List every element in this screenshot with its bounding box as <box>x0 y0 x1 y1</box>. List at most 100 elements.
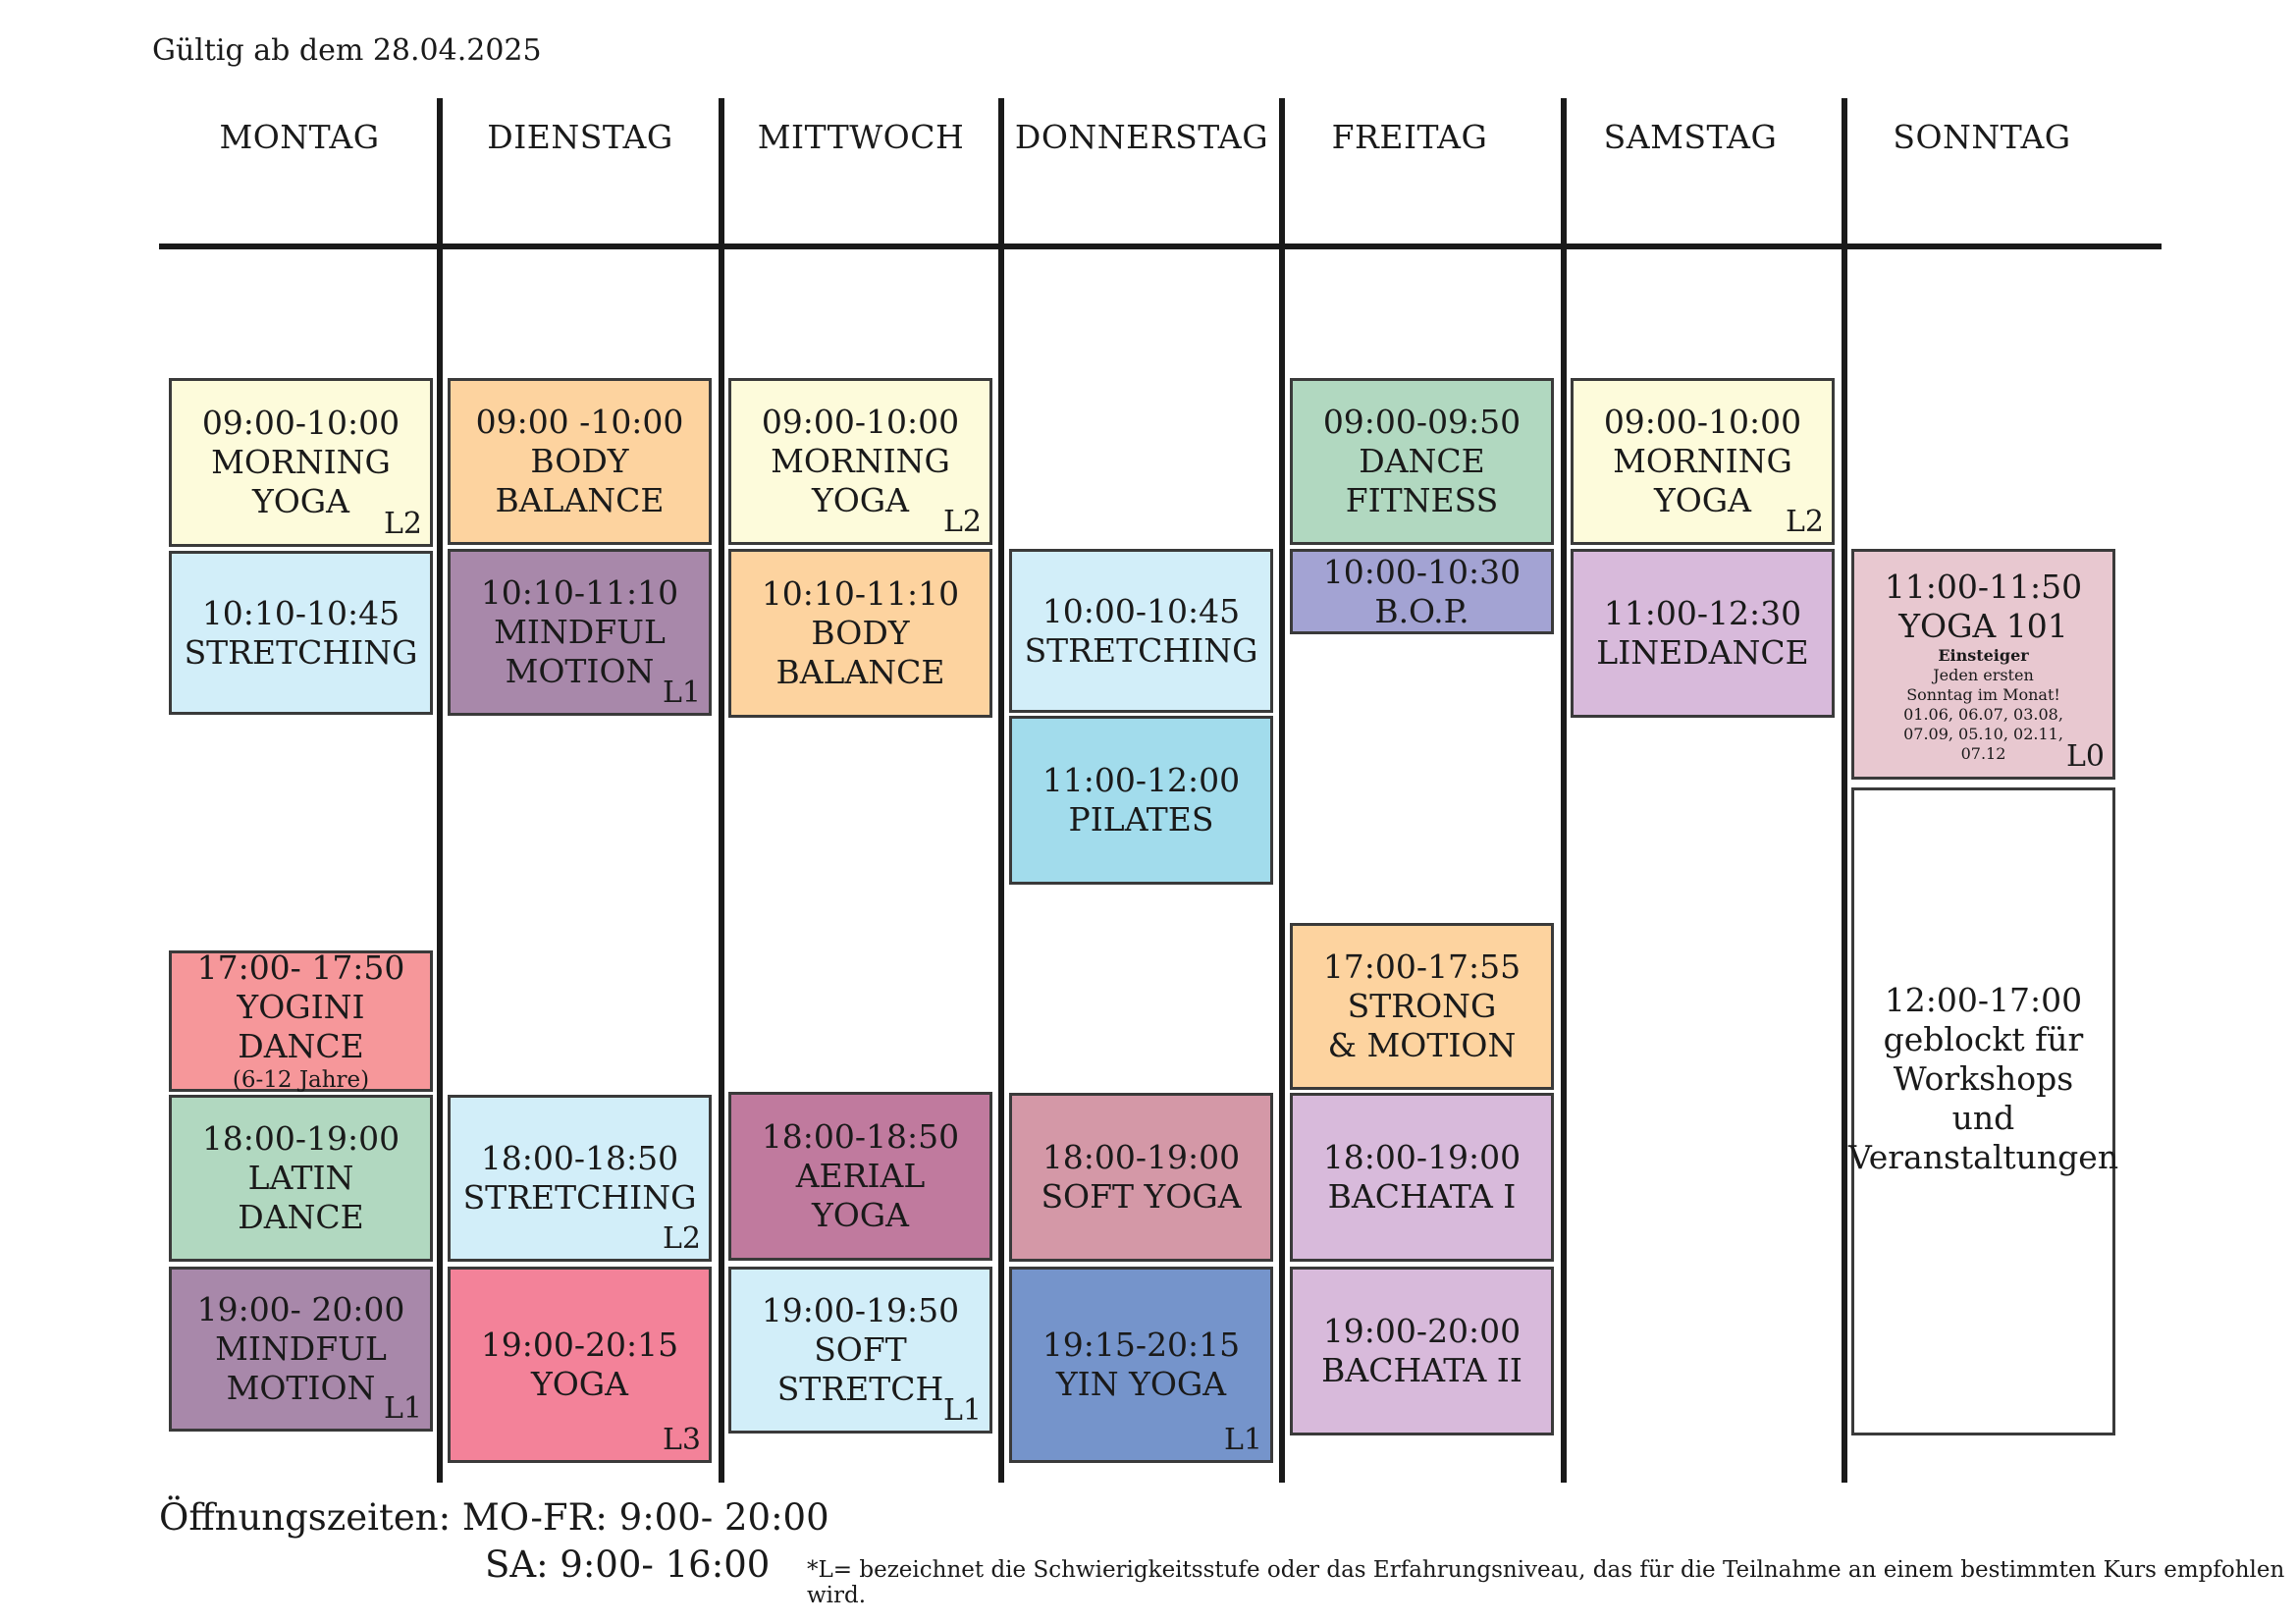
class-block-thursday-stretching: 10:00-10:45 STRETCHING <box>1009 549 1273 713</box>
class-time: 18:00-19:00 <box>1322 1138 1522 1176</box>
class-title: LATIN <box>247 1159 354 1197</box>
class-block-tuesday-yoga: 19:00-20:15 YOGA L3 <box>448 1267 712 1463</box>
class-block-saturday-linedance: 11:00-12:30 LINEDANCE <box>1571 549 1835 718</box>
class-title: YOGA <box>811 1196 910 1234</box>
class-time: 19:00- 20:00 <box>196 1290 405 1328</box>
day-header-friday: FREITAG <box>1331 118 1488 156</box>
class-title: BACHATA I <box>1327 1177 1517 1216</box>
class-title: MOTION <box>226 1369 376 1407</box>
blocked-text: geblockt für <box>1883 1020 2084 1058</box>
class-note: Sonntag im Monat! <box>1906 685 2060 704</box>
class-title: YOGA <box>530 1365 629 1403</box>
class-time: 10:10-11:10 <box>761 574 960 613</box>
class-block-wednesday-aerial-yoga: 18:00-18:50 AERIAL YOGA <box>728 1092 992 1261</box>
class-title: MORNING <box>211 443 391 481</box>
class-block-thursday-yin-yoga: 19:15-20:15 YIN YOGA L1 <box>1009 1267 1273 1463</box>
opening-hours: Öffnungszeiten: MO-FR: 9:00- 20:00 SA: 9… <box>159 1494 829 1589</box>
class-title: & MOTION <box>1327 1026 1517 1064</box>
class-title: MINDFUL <box>215 1329 387 1368</box>
level-badge: L0 <box>2065 739 2105 774</box>
blocked-text: und <box>1951 1099 2015 1137</box>
class-block-friday-bachata-1: 18:00-19:00 BACHATA I <box>1290 1093 1554 1262</box>
class-block-friday-strong-motion: 17:00-17:55 STRONG & MOTION <box>1290 923 1554 1090</box>
day-header-saturday: SAMSTAG <box>1603 118 1778 156</box>
class-time: 09:00-09:50 <box>1322 403 1522 441</box>
class-title: YOGINI DANCE <box>237 988 365 1065</box>
level-badge: L1 <box>662 676 701 710</box>
class-title: DANCE <box>1359 442 1485 480</box>
class-time: 09:00 -10:00 <box>475 403 684 441</box>
class-title: SOFT YOGA <box>1041 1177 1242 1216</box>
class-time: 18:00-19:00 <box>201 1119 400 1158</box>
class-title: STRETCH <box>776 1370 944 1408</box>
class-block-monday-yogini-dance: 17:00- 17:50 YOGINI DANCE (6-12 Jahre) <box>169 948 433 1093</box>
class-block-sunday-blocked: 12:00-17:00 geblockt für Workshops und V… <box>1847 787 2119 1435</box>
class-time: 10:10-10:45 <box>201 593 400 632</box>
day-header-monday: MONTAG <box>219 118 380 156</box>
class-title: FITNESS <box>1345 481 1499 519</box>
class-time: 19:00-20:15 <box>480 1326 679 1364</box>
class-title: BALANCE <box>775 653 945 691</box>
class-block-wednesday-soft-stretch: 19:00-19:50 SOFT STRETCH L1 <box>728 1267 992 1434</box>
class-title: YOGA <box>811 481 910 519</box>
class-note-title: Einsteiger <box>1938 646 2029 665</box>
class-block-wednesday-morning-yoga: 09:00-10:00 MORNING YOGA L2 <box>728 378 992 545</box>
class-title: DANCE <box>238 1198 364 1236</box>
class-time: 10:00-10:45 <box>1041 591 1241 630</box>
class-title: SOFT <box>814 1330 907 1369</box>
class-block-wednesday-body-balance: 10:10-11:10 BODY BALANCE <box>728 549 992 718</box>
class-title: AERIAL <box>795 1157 926 1195</box>
class-block-saturday-morning-yoga: 09:00-10:00 MORNING YOGA L2 <box>1571 378 1835 545</box>
class-title: BACHATA II <box>1321 1351 1522 1389</box>
class-time: 12:00-17:00 <box>1884 981 2083 1019</box>
level-badge: L2 <box>942 505 982 539</box>
class-title: MORNING <box>1613 442 1792 480</box>
day-header-wednesday: MITTWOCH <box>757 118 965 156</box>
class-block-monday-stretching: 10:10-10:45 STRETCHING <box>169 551 433 715</box>
column-divider <box>437 98 443 1483</box>
level-badge: L1 <box>1223 1423 1262 1457</box>
level-badge: L1 <box>942 1393 982 1428</box>
class-time: 09:00-10:00 <box>1603 403 1802 441</box>
class-time: 17:00- 17:50 <box>196 948 405 987</box>
class-title: STRONG <box>1347 987 1497 1025</box>
class-time: 11:00-12:30 <box>1603 594 1802 632</box>
blocked-text: Veranstaltungen <box>1847 1138 2119 1176</box>
column-divider <box>719 98 724 1483</box>
day-header-thursday: DONNERSTAG <box>1014 118 1269 156</box>
level-footnote: *L= bezeichnet die Schwierigkeitsstufe o… <box>807 1557 2285 1608</box>
class-time: 18:00-18:50 <box>480 1139 679 1177</box>
class-time: 19:15-20:15 <box>1041 1326 1241 1364</box>
class-subtitle: (6-12 Jahre) <box>232 1067 370 1093</box>
class-time: 18:00-19:00 <box>1041 1138 1241 1176</box>
class-title: MINDFUL <box>494 613 666 651</box>
class-block-tuesday-body-balance: 09:00 -10:00 BODY BALANCE <box>448 378 712 545</box>
class-block-sunday-yoga-101: 11:00-11:50 YOGA 101 Einsteiger Jeden er… <box>1851 549 2115 780</box>
class-note: 07.12 <box>1960 744 2006 763</box>
class-block-tuesday-mindful-motion: 10:10-11:10 MINDFUL MOTION L1 <box>448 549 712 716</box>
class-block-friday-bop: 10:00-10:30 B.O.P. <box>1290 549 1554 634</box>
class-block-thursday-pilates: 11:00-12:00 PILATES <box>1009 716 1273 885</box>
class-time: 09:00-10:00 <box>201 404 400 442</box>
opening-hours-weekdays: Öffnungszeiten: MO-FR: 9:00- 20:00 <box>159 1496 829 1539</box>
class-block-tuesday-stretching: 18:00-18:50 STRETCHING L2 <box>448 1095 712 1262</box>
level-badge: L2 <box>662 1221 701 1256</box>
class-title: BALANCE <box>495 481 665 519</box>
class-title: YOGA 101 <box>1898 607 2068 645</box>
column-divider <box>1842 98 1847 1483</box>
class-time: 18:00-18:50 <box>761 1117 960 1156</box>
class-time: 19:00-19:50 <box>761 1291 960 1329</box>
class-block-monday-mindful-motion: 19:00- 20:00 MINDFUL MOTION L1 <box>169 1267 433 1432</box>
level-badge: L2 <box>383 507 422 541</box>
class-block-monday-latin-dance: 18:00-19:00 LATIN DANCE <box>169 1095 433 1262</box>
valid-from-date: Gültig ab dem 28.04.2025 <box>152 33 542 68</box>
class-note: 07.09, 05.10, 02.11, <box>1903 725 2063 743</box>
class-title: YOGA <box>1653 481 1752 519</box>
class-note: Jeden ersten <box>1933 666 2034 684</box>
class-title: STRETCHING <box>184 632 418 672</box>
level-badge: L3 <box>662 1423 701 1457</box>
class-time: 11:00-12:00 <box>1041 761 1241 799</box>
class-block-friday-bachata-2: 19:00-20:00 BACHATA II <box>1290 1267 1554 1435</box>
class-time: 17:00-17:55 <box>1322 947 1522 986</box>
class-title: STRETCHING <box>1024 630 1258 670</box>
